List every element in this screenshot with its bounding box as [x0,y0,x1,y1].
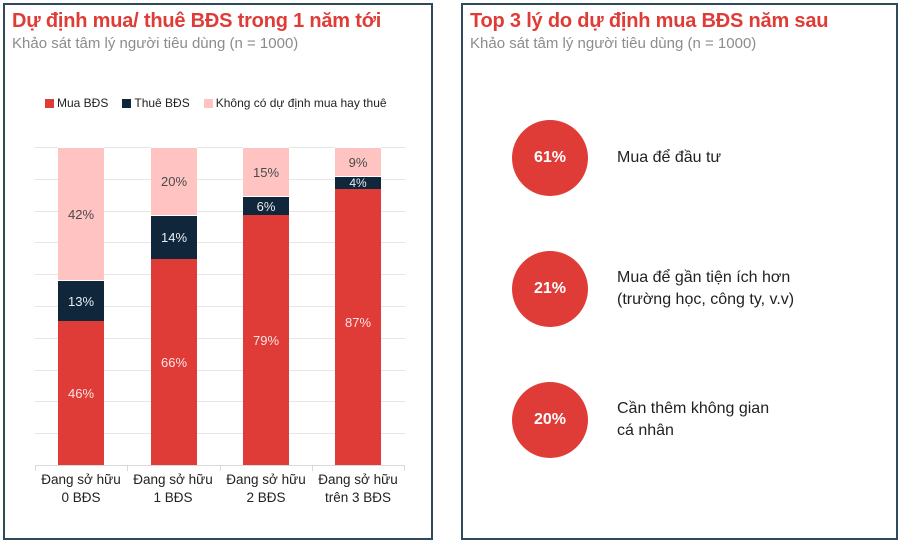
reason-line: Mua để đầu tư [617,149,722,166]
intent-chart-panel: Dự định mua/ thuê BĐS trong 1 năm tới Kh… [3,3,433,540]
x-label-line: 1 BĐS [153,490,193,505]
reasons-subtitle: Khảo sát tâm lý người tiêu dùng (n = 100… [470,35,757,52]
bar-1-bds: 66% 14% 20% [151,147,197,465]
x-label-line: Đang sở hữu [41,472,121,487]
x-label-3-plus-bds: Đang sở hữu trên 3 BĐS [312,471,404,507]
reason-line: Mua để gần tiện ích hơn [617,269,791,286]
gridline [35,147,405,148]
gridline [35,274,405,276]
x-tick [35,465,36,471]
legend-label: Không có dự định mua hay thuê [215,96,387,110]
bar-segment-none: 42% [58,147,104,280]
gridline [35,306,405,307]
legend-label: Mua BĐS [57,96,109,110]
bar-segment-none: 9% [335,147,381,176]
gridline [35,178,405,180]
reasons-title: Top 3 lý do dự định mua BĐS năm sau [470,10,829,32]
x-label-line: 2 BĐS [246,490,286,505]
gridline [35,369,405,371]
bar-segment-buy: 46% [58,321,104,465]
reason-line: cá nhân [617,422,674,439]
gridline [35,210,405,212]
x-tick [312,465,313,471]
reason-percent-badge: 61% [512,120,588,196]
x-label-line: Đang sở hữu [318,472,398,487]
gridline [35,242,405,244]
reason-percent-badge: 20% [512,382,588,458]
x-tick [220,465,221,471]
bar-segment-rent: 6% [243,196,289,215]
bar-segment-buy: 79% [243,215,289,465]
reason-line: (trường học, công ty, v.v) [617,291,795,308]
x-label-2-bds: Đang sở hữu 2 BĐS [220,471,312,507]
bar-segment-rent: 4% [335,176,381,190]
legend-swatch-rent [122,98,132,108]
reasons-panel: Top 3 lý do dự định mua BĐS năm sau Khảo… [461,3,898,540]
bar-segment-buy: 87% [335,189,381,465]
legend-label: Thuê BĐS [134,96,190,110]
x-label-0-bds: Đang sở hữu 0 BĐS [35,471,127,507]
bar-0-bds: 46% 13% 42% [58,147,104,465]
reason-percent-badge: 21% [512,251,588,327]
plot-area: 46% 13% 42% 66% 14% 20% 79% 6% 15% 87% 4… [35,147,405,471]
chart-subtitle: Khảo sát tâm lý người tiêu dùng (n = 100… [12,35,299,52]
x-tick [404,465,405,471]
x-label-line: Đang sở hữu [226,472,306,487]
reason-line: Cần thêm không gian [617,400,770,417]
reason-item: 61% Mua để đầu tư [512,120,857,196]
reason-item: 21% Mua để gần tiện ích hơn (trường học,… [512,251,857,327]
bar-segment-rent: 13% [58,280,104,321]
reason-text: Cần thêm không gian cá nhân [617,398,857,442]
bar-segment-buy: 66% [151,259,197,465]
legend-item-rent: Thuê BĐS [122,96,190,110]
legend-swatch-none [203,98,213,108]
x-tick [127,465,128,471]
bar-segment-none: 20% [151,147,197,215]
bar-2-bds: 79% 6% 15% [243,147,289,465]
chart-title: Dự định mua/ thuê BĐS trong 1 năm tới [12,10,382,32]
bar-3-plus-bds: 87% 4% 9% [335,147,381,465]
x-label-line: trên 3 BĐS [324,490,392,505]
legend-item-buy: Mua BĐS [45,96,108,110]
gridline [35,337,405,339]
reason-text: Mua để gần tiện ích hơn (trường học, côn… [617,267,857,311]
reason-item: 20% Cần thêm không gian cá nhân [512,382,857,458]
gridline [35,401,405,403]
bar-segment-none: 15% [243,147,289,196]
x-label-line: 0 BĐS [61,490,101,505]
gridline [35,433,405,435]
x-label-1-bds: Đang sở hữu 1 BĐS [127,471,219,507]
bar-segment-rent: 14% [151,215,197,259]
x-label-line: Đang sở hữu [133,472,213,487]
reason-text: Mua để đầu tư [617,147,857,169]
legend-item-none: Không có dự định mua hay thuê [203,96,387,110]
chart-legend: Mua BĐS Thuê BĐS Không có dự định mua ha… [45,96,387,110]
legend-swatch-buy [45,98,54,108]
